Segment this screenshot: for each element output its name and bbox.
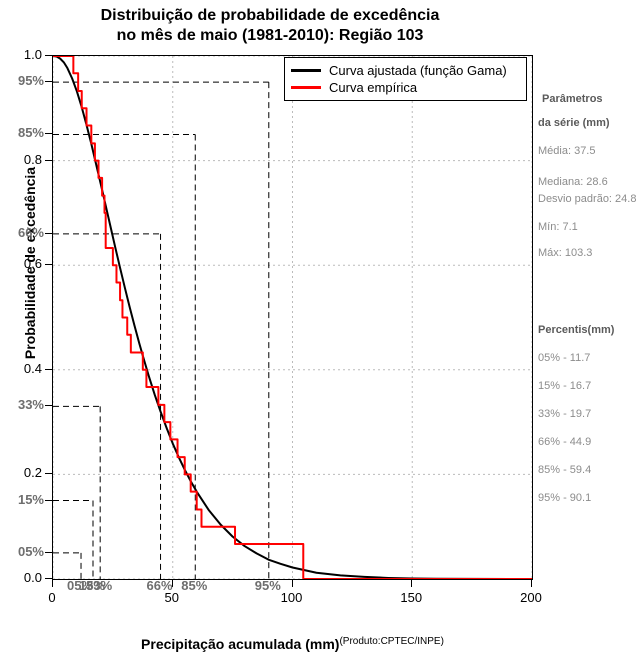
x-tick-50: 50 — [164, 590, 179, 605]
percentil-33: 33% - 19.7 — [538, 408, 592, 420]
info-panel: Parâmetros da série (mm) Média: 37.5 Med… — [536, 55, 640, 580]
parameters-heading-line-1: Parâmetros — [542, 93, 603, 105]
y-percentile-tick-85%: 85% — [17, 125, 44, 141]
legend-label-fitted: Curva ajustada (função Gama) — [329, 63, 507, 78]
y-tick-mark — [45, 55, 52, 56]
x-percentile-label-15%: 15% — [78, 578, 105, 593]
y-percentile-tick-15%: 15% — [17, 491, 44, 507]
y-tick-0.6: 0.6 — [23, 256, 42, 272]
x-percentile-label-05%: 05% — [67, 578, 94, 593]
y-tick-0.2: 0.2 — [23, 465, 42, 481]
parameter-mediana: Mediana: 28.6 — [538, 176, 608, 188]
legend-item-fitted: Curva ajustada (função Gama) — [291, 62, 520, 79]
y-percentile-tick-mark — [45, 499, 52, 501]
y-tick-0.8: 0.8 — [23, 151, 42, 167]
legend-swatch-empirical — [291, 86, 321, 89]
x-tick-mark — [291, 580, 293, 587]
legend-item-empirical: Curva empírica — [291, 79, 520, 96]
title-line-1: Distribuição de probabilidade de excedên… — [100, 7, 440, 24]
percentil-15: 15% - 16.7 — [538, 380, 592, 392]
x-axis-title-superscript: (Produto:CPTEC/INPE) — [339, 636, 444, 647]
percentil-85: 85% - 59.4 — [538, 464, 592, 476]
parameters-heading-line-2: da série (mm) — [538, 117, 610, 129]
percentil-66: 66% - 44.9 — [538, 436, 592, 448]
y-percentile-tick-mark — [45, 551, 52, 553]
percentil-05: 05% - 11.7 — [538, 352, 591, 364]
percentile-guide-lines — [53, 81, 270, 579]
y-tick-mark — [45, 264, 52, 266]
y-percentile-tick-mark — [45, 133, 52, 135]
y-percentile-tick-mark — [45, 405, 52, 407]
y-tick-mark — [45, 159, 52, 161]
y-tick-mark — [45, 473, 52, 475]
x-percentile-label-66%: 66% — [146, 578, 173, 593]
plot-canvas — [53, 56, 532, 579]
x-tick-mark — [411, 580, 413, 587]
y-percentile-tick-33%: 33% — [17, 397, 44, 413]
percentil-95: 95% - 90.1 — [538, 492, 592, 504]
y-tick-0.0: 0.0 — [23, 570, 42, 585]
x-percentile-label-85%: 85% — [181, 578, 208, 593]
y-tick-1.0: 1.0 — [23, 47, 42, 62]
y-percentile-tick-66%: 66% — [17, 224, 44, 240]
parameter-desvio-padrao: Desvio padrão: 24.8 — [538, 193, 637, 205]
y-tick-mark — [45, 578, 52, 579]
x-tick-150: 150 — [400, 590, 423, 605]
parameter-max: Máx: 103.3 — [538, 247, 593, 259]
x-axis-title: Precipitação acumulada (mm)(Produto:CPTE… — [52, 636, 533, 652]
legend: Curva ajustada (função Gama) Curva empír… — [284, 57, 527, 101]
y-percentile-tick-mark — [45, 232, 52, 234]
grid-lines — [53, 56, 532, 579]
title-line-2: no mês de maio (1981-2010): Região 103 — [116, 27, 424, 44]
x-tick-mark — [52, 580, 53, 587]
data-series-layer — [53, 56, 532, 579]
y-tick-0.4: 0.4 — [23, 360, 42, 376]
parameter-media: Média: 37.5 — [538, 145, 596, 157]
parameter-min: Mín: 7.1 — [538, 221, 578, 233]
x-tick-mark — [531, 580, 532, 587]
x-tick-200: 200 — [520, 590, 542, 605]
x-percentile-label-95%: 95% — [254, 578, 281, 593]
percentis-heading: Percentis(mm) — [538, 324, 615, 336]
legend-label-empirical: Curva empírica — [329, 80, 418, 95]
page-title: Distribuição de probabilidade de excedên… — [0, 6, 540, 46]
y-percentile-tick-95%: 95% — [17, 73, 44, 89]
x-tick-100: 100 — [280, 590, 303, 605]
y-percentile-tick-05%: 05% — [17, 543, 44, 559]
x-tick-0: 0 — [48, 590, 56, 605]
y-tick-mark — [45, 368, 52, 370]
x-percentile-label-33%: 33% — [86, 578, 113, 593]
legend-swatch-fitted — [291, 69, 321, 72]
y-percentile-tick-mark — [45, 81, 52, 83]
x-tick-mark — [171, 580, 173, 587]
plot-area — [52, 55, 533, 580]
x-axis-title-text: Precipitação acumulada (mm) — [141, 636, 340, 652]
